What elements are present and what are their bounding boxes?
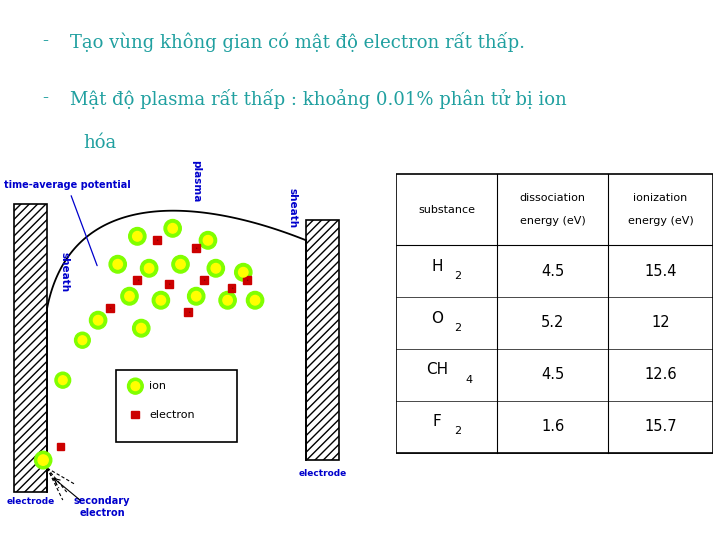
Text: dissociation: dissociation (520, 193, 586, 203)
Circle shape (129, 227, 146, 245)
Circle shape (207, 260, 225, 277)
Circle shape (192, 292, 201, 301)
Circle shape (109, 255, 126, 273)
Text: CH: CH (426, 362, 449, 377)
Bar (200, 276, 208, 284)
Circle shape (199, 232, 217, 249)
Text: 12: 12 (651, 315, 670, 330)
Text: Mật độ plasma rất thấp : khoảng 0.01% phân tử bị ion: Mật độ plasma rất thấp : khoảng 0.01% ph… (70, 89, 567, 109)
Text: electron: electron (149, 409, 194, 420)
Circle shape (164, 220, 181, 237)
Text: •: • (202, 278, 206, 283)
Text: -: - (42, 89, 48, 107)
Text: 2: 2 (454, 271, 462, 281)
Circle shape (132, 320, 150, 337)
FancyBboxPatch shape (116, 370, 238, 442)
Circle shape (203, 235, 212, 245)
Circle shape (223, 295, 233, 305)
Text: ion: ion (149, 381, 166, 391)
Text: •: • (156, 238, 158, 243)
Circle shape (75, 332, 90, 348)
Circle shape (127, 378, 143, 394)
Text: 2: 2 (454, 427, 462, 436)
Text: sheath: sheath (60, 252, 70, 293)
Circle shape (78, 336, 86, 345)
Bar (184, 308, 192, 316)
Text: •: • (135, 278, 139, 283)
Circle shape (219, 292, 236, 309)
Bar (132, 411, 138, 418)
Text: 2: 2 (454, 323, 462, 333)
Text: 4.5: 4.5 (541, 367, 564, 382)
Bar (14, 204, 47, 492)
Circle shape (131, 382, 140, 390)
Bar (57, 443, 64, 450)
Circle shape (156, 295, 166, 305)
Text: O: O (431, 310, 444, 326)
Circle shape (211, 264, 220, 273)
Bar (306, 220, 339, 460)
Text: 4.5: 4.5 (541, 264, 564, 279)
Text: •: • (108, 306, 112, 310)
Text: electrode: electrode (298, 469, 346, 478)
Text: -: - (42, 32, 48, 50)
Text: •: • (167, 282, 171, 287)
Bar (228, 284, 235, 292)
Circle shape (188, 287, 204, 305)
Circle shape (176, 260, 185, 269)
Circle shape (132, 232, 142, 241)
Text: 15.7: 15.7 (644, 419, 677, 434)
Circle shape (35, 451, 52, 469)
Text: secondary
electron: secondary electron (73, 496, 130, 518)
Text: 1.6: 1.6 (541, 419, 564, 434)
Circle shape (94, 315, 103, 325)
Circle shape (140, 260, 158, 277)
Circle shape (125, 292, 134, 301)
Text: •: • (230, 286, 233, 291)
Text: Tạo vùng không gian có mật độ electron rất thấp.: Tạo vùng không gian có mật độ electron r… (70, 32, 525, 52)
Bar (396, 174, 713, 453)
Text: energy (eV): energy (eV) (628, 216, 693, 226)
Text: 4: 4 (465, 375, 472, 384)
Circle shape (235, 264, 252, 281)
Circle shape (121, 287, 138, 305)
Bar (133, 276, 141, 284)
Circle shape (113, 260, 122, 269)
Circle shape (168, 224, 177, 233)
Bar (153, 237, 161, 244)
Bar (165, 280, 173, 288)
Circle shape (152, 292, 169, 309)
Bar (106, 304, 114, 312)
Circle shape (58, 376, 67, 384)
Text: energy (eV): energy (eV) (520, 216, 585, 226)
Text: electrode: electrode (6, 497, 55, 506)
Circle shape (238, 267, 248, 277)
Text: 12.6: 12.6 (644, 367, 677, 382)
Text: F: F (433, 414, 441, 429)
Circle shape (251, 295, 260, 305)
Bar (192, 244, 200, 252)
Text: 5.2: 5.2 (541, 315, 564, 330)
Circle shape (172, 255, 189, 273)
Text: time-average potential: time-average potential (4, 180, 130, 266)
Circle shape (38, 455, 48, 465)
Text: substance: substance (418, 205, 475, 214)
Circle shape (246, 292, 264, 309)
Text: •: • (194, 246, 198, 251)
Bar (243, 276, 251, 284)
Text: hóa: hóa (84, 133, 117, 152)
Text: sheath: sheath (287, 188, 297, 228)
Text: 15.4: 15.4 (644, 264, 677, 279)
Text: plasma: plasma (192, 160, 201, 202)
Text: •: • (246, 278, 249, 283)
Circle shape (89, 312, 107, 329)
Circle shape (137, 323, 146, 333)
Text: H: H (431, 259, 443, 274)
Circle shape (55, 372, 71, 388)
Text: ionization: ionization (634, 193, 688, 203)
Text: •: • (186, 310, 190, 315)
Circle shape (145, 264, 154, 273)
